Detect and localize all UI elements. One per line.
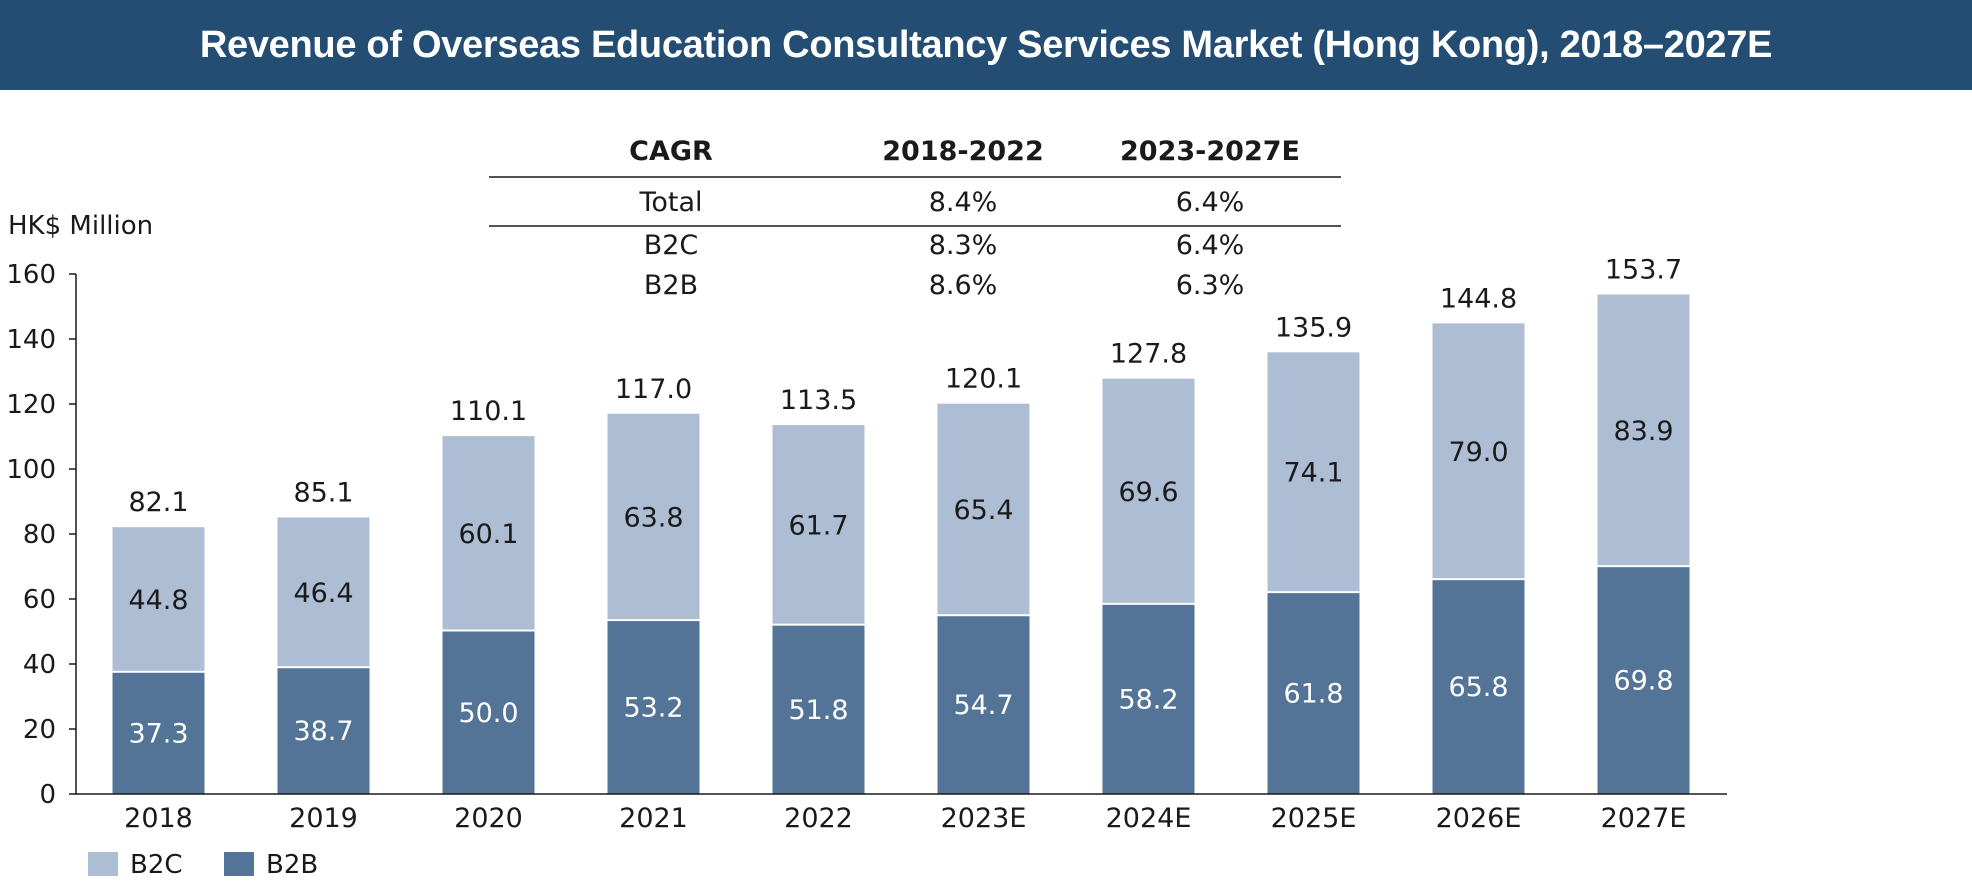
b2c-value-label: 60.1	[458, 519, 518, 550]
legend-label-b2c: B2C	[130, 850, 183, 880]
total-value-label: 153.7	[1605, 254, 1682, 285]
bar-b2c-2020	[442, 436, 535, 630]
y-tick-label: 40	[23, 650, 56, 680]
cagr-cell: B2B	[644, 270, 698, 301]
total-value-label: 85.1	[293, 477, 353, 508]
total-value-label: 135.9	[1275, 312, 1352, 343]
title-banner	[0, 0, 1972, 90]
b2b-value-label: 37.3	[128, 718, 188, 749]
x-axis: 2018 2019 2020 2021 2022 2023E 2024E 2025E 2026E…	[76, 793, 1727, 834]
bars: 37.3 44.8 82.1 38.7 46.4 85.1 50.0 60.1 110.1 53.…	[112, 254, 1690, 794]
b2c-value-label: 63.8	[623, 502, 683, 533]
chart-title: Revenue of Overseas Education Consultanc…	[199, 24, 1773, 66]
legend-swatch-b2b	[224, 852, 254, 876]
cagr-cell: Total	[638, 187, 702, 218]
y-axis-label: HK$ Million	[8, 211, 153, 241]
b2b-value-label: 38.7	[293, 716, 353, 747]
b2b-value-label: 61.8	[1283, 679, 1343, 710]
total-value-label: 82.1	[128, 487, 188, 518]
cagr-cell: 8.4%	[929, 187, 998, 218]
b2c-value-label: 79.0	[1448, 437, 1508, 468]
bar-b2b-2023E	[937, 616, 1030, 794]
y-tick-label: 140	[6, 325, 56, 355]
total-value-label: 113.5	[780, 385, 857, 416]
bar-b2c-2019	[277, 517, 370, 667]
bar-b2b-2018	[112, 672, 205, 794]
b2c-value-label: 65.4	[953, 495, 1013, 526]
b2c-value-label: 61.7	[788, 510, 848, 541]
b2b-value-label: 65.8	[1448, 672, 1508, 703]
cagr-header-cell: 2018-2022	[882, 136, 1044, 167]
y-tick-label: 100	[6, 455, 56, 485]
legend-swatch-b2c	[88, 852, 118, 876]
x-tick-label: 2023E	[941, 803, 1027, 834]
y-tick-label: 160	[6, 260, 56, 290]
bar-b2c-2018	[112, 527, 205, 671]
b2b-value-label: 58.2	[1118, 684, 1178, 715]
cagr-cell: 6.4%	[1176, 230, 1245, 261]
bar-b2c-2026E	[1432, 323, 1525, 579]
b2b-value-label: 51.8	[788, 695, 848, 726]
x-tick-label: 2025E	[1271, 803, 1357, 834]
bar-b2b-2022	[772, 625, 865, 794]
x-tick-label: 2027E	[1601, 803, 1687, 834]
bar-b2b-2020	[442, 631, 535, 794]
legend-label-b2b: B2B	[266, 850, 318, 880]
b2b-value-label: 50.0	[458, 698, 518, 729]
x-tick-label: 2024E	[1106, 803, 1192, 834]
cagr-cell: 6.4%	[1176, 187, 1245, 218]
cagr-header-cell: CAGR	[629, 136, 713, 167]
bar-b2b-2025E	[1267, 593, 1360, 794]
bar-b2b-2021	[607, 621, 700, 794]
bar-b2c-2022	[772, 425, 865, 624]
b2c-value-label: 74.1	[1283, 458, 1343, 489]
b2c-value-label: 46.4	[293, 578, 353, 609]
cagr-cell: 8.6%	[929, 270, 998, 301]
y-tick-label: 80	[23, 520, 56, 550]
bar-b2c-2021	[607, 413, 700, 620]
cagr-table: CAGR 2018-2022 2023-2027E Total 8.4% 6.4% B2C 8…	[489, 136, 1341, 301]
y-tick-label: 20	[23, 715, 56, 745]
b2c-value-label: 69.6	[1118, 477, 1178, 508]
cagr-cell: B2C	[644, 230, 699, 261]
cagr-cell: 6.3%	[1176, 270, 1245, 301]
y-axis: 0 20 40 60 80 100 120 140 160	[6, 260, 77, 810]
total-value-label: 110.1	[450, 396, 527, 427]
total-value-label: 127.8	[1110, 339, 1187, 370]
cagr-cell: 8.3%	[929, 230, 998, 261]
b2b-value-label: 54.7	[953, 690, 1013, 721]
total-value-label: 117.0	[615, 374, 692, 405]
bar-b2c-2027E	[1597, 294, 1690, 566]
bar-b2b-2024E	[1102, 604, 1195, 794]
b2b-value-label: 53.2	[623, 693, 683, 724]
x-tick-label: 2018	[124, 803, 193, 834]
x-tick-label: 2021	[619, 803, 688, 834]
x-tick-label: 2026E	[1436, 803, 1522, 834]
b2c-value-label: 44.8	[128, 585, 188, 616]
total-value-label: 144.8	[1440, 283, 1517, 314]
bar-b2c-2024E	[1102, 378, 1195, 603]
total-value-label: 120.1	[945, 364, 1022, 395]
bar-b2c-2025E	[1267, 352, 1360, 592]
bar-b2b-2019	[277, 668, 370, 794]
bar-b2b-2026E	[1432, 580, 1525, 794]
b2b-value-label: 69.8	[1613, 666, 1673, 697]
legend: B2C B2B	[88, 850, 318, 880]
bar-b2c-2023E	[937, 403, 1030, 615]
cagr-header-cell: 2023-2027E	[1120, 136, 1300, 167]
y-tick-label: 0	[39, 780, 56, 810]
x-tick-label: 2022	[784, 803, 853, 834]
x-tick-label: 2020	[454, 803, 523, 834]
bar-b2b-2027E	[1597, 567, 1690, 794]
y-tick-label: 120	[6, 390, 56, 420]
y-tick-label: 60	[23, 585, 56, 615]
b2c-value-label: 83.9	[1613, 416, 1673, 447]
x-tick-label: 2019	[289, 803, 358, 834]
